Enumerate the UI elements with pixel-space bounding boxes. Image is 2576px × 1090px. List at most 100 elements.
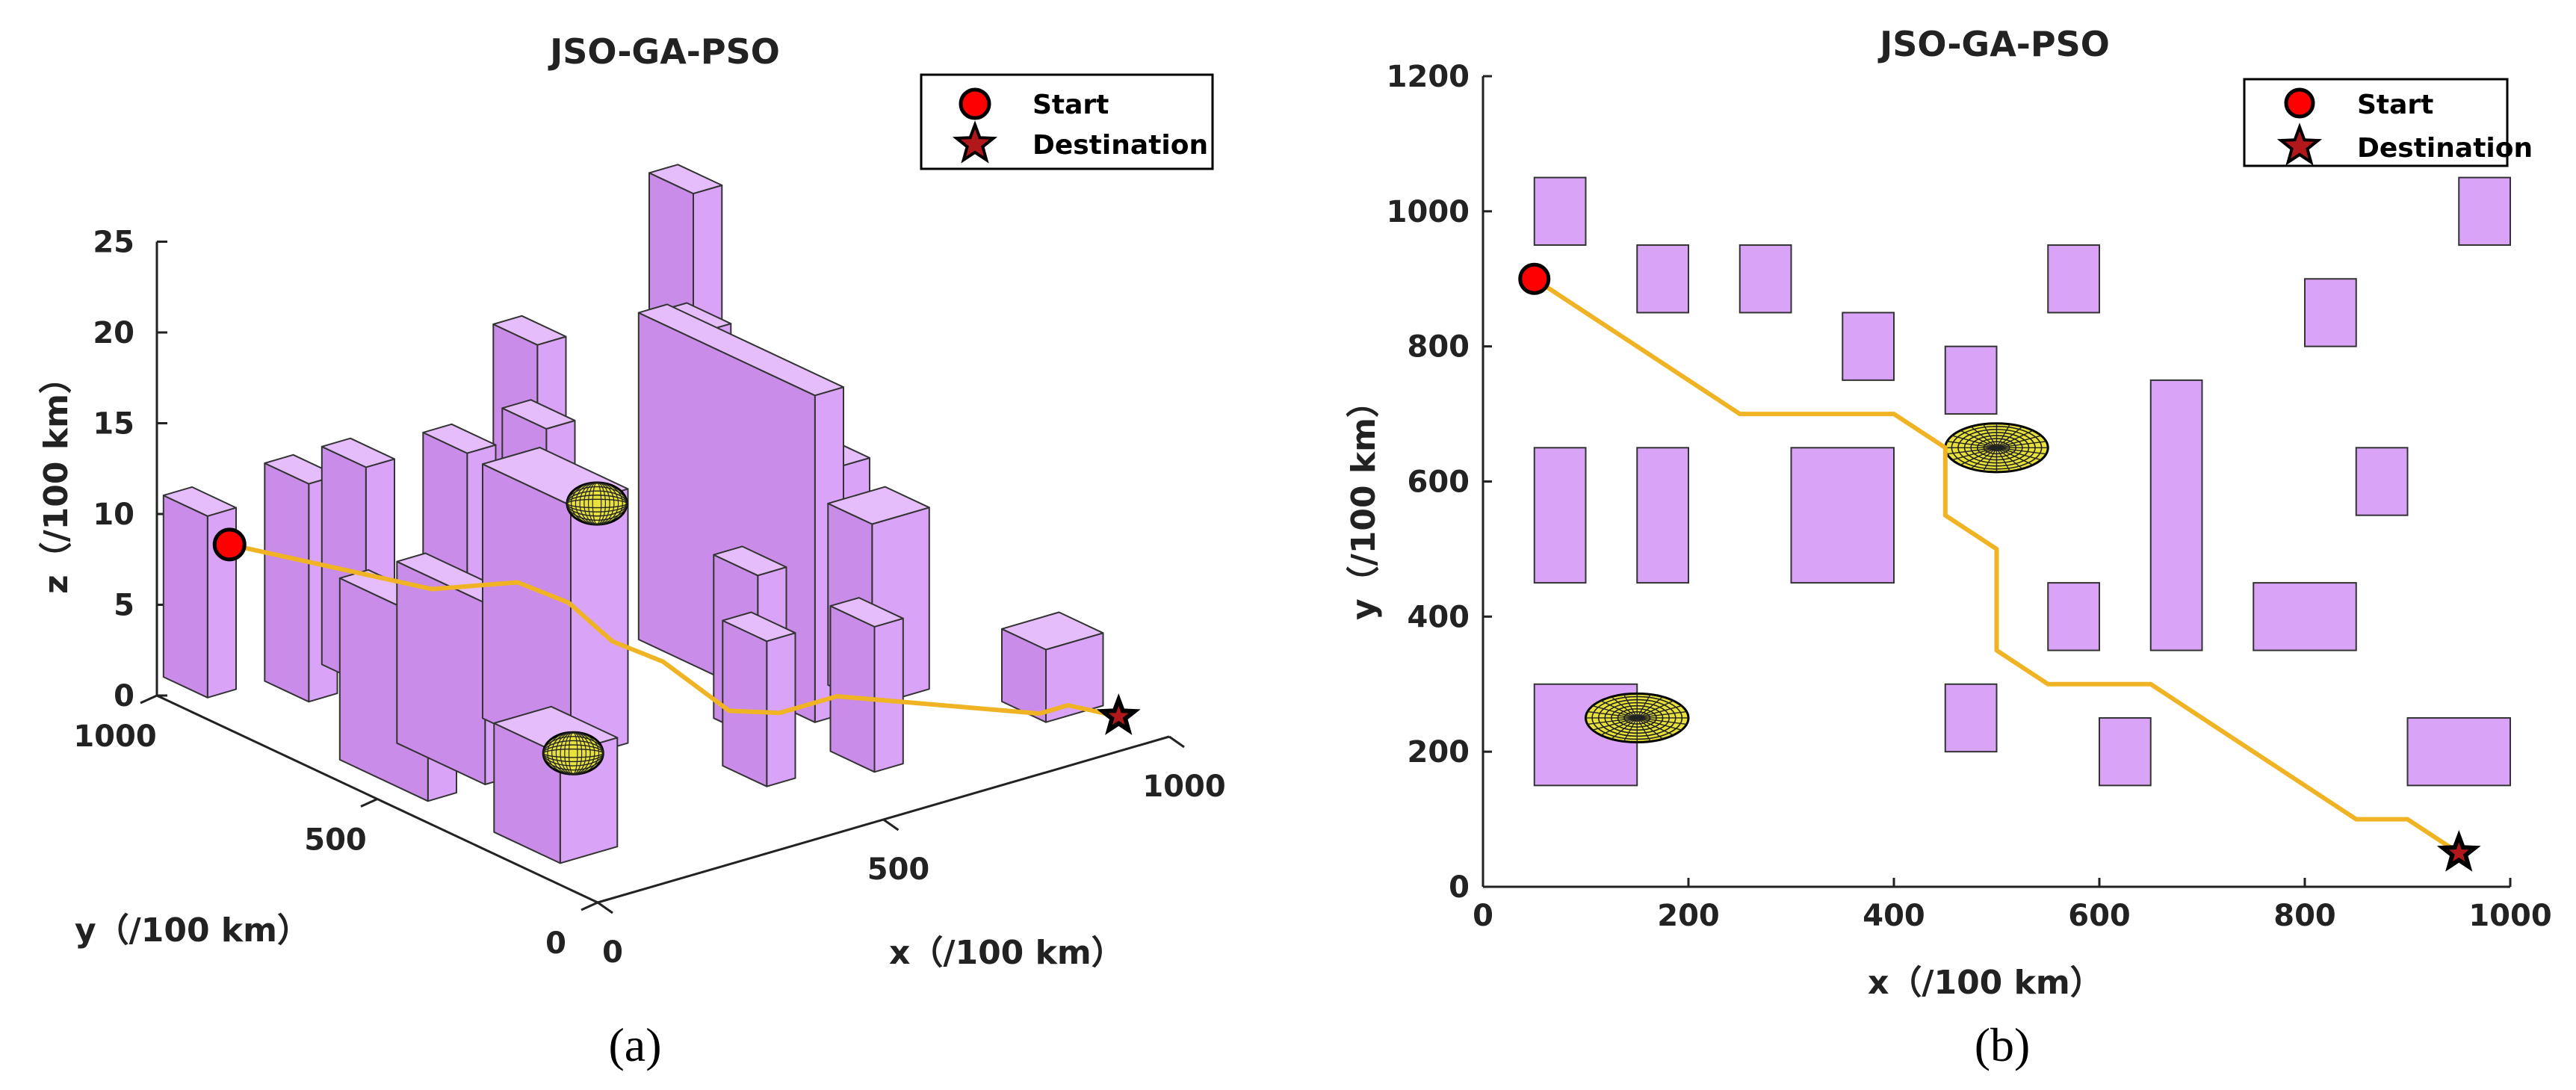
- chart-b-obstacle-10: [1790, 447, 1895, 584]
- chart-a-obstacle-top-7: [501, 399, 576, 430]
- chart-b-ytick-label-1: 200: [1408, 735, 1470, 769]
- chart-b-threat-spoke-1-23: [1637, 710, 1687, 719]
- chart-a-ztick-label-0: 0: [114, 679, 134, 713]
- chart-b-obstacle-7: [1944, 345, 1998, 415]
- chart-a-legend-destination-label: Destination: [1032, 130, 1208, 161]
- chart-a-obstacle-10: [482, 447, 629, 761]
- chart-b-ytick-label-3: 600: [1408, 465, 1470, 500]
- chart-b-xtick-label-5: 1000: [2468, 899, 2551, 933]
- chart-a-obstacle-side-1: [264, 462, 310, 703]
- chart-b-obstacles: [1533, 176, 2511, 787]
- chart-b-threat-spoke-1-9: [1600, 717, 1638, 736]
- chart-a-destination-marker-inner: [1108, 706, 1129, 725]
- chart-b-obstacle-17: [2099, 716, 2152, 787]
- chart-a-ztick-label-5: 25: [93, 226, 134, 260]
- chart-a-threat-0: [566, 481, 628, 526]
- chart-a-obstacle-15: [493, 705, 619, 864]
- chart-b-obstacle-4: [2047, 244, 2100, 314]
- chart-b-obstacle-2: [1739, 244, 1792, 314]
- chart-a-obstacle-top-0: [162, 486, 237, 517]
- chart-b-title: JSO-GA-PSO: [1877, 24, 2110, 64]
- chart-a-obstacle-top-18: [1001, 611, 1104, 651]
- chart-b-legend-destination-label: Destination: [2357, 133, 2533, 164]
- chart-a-obstacles: [162, 164, 1104, 864]
- chart-b-markers: [1518, 262, 2481, 872]
- chart-a-ytick-2: [140, 694, 158, 705]
- chart-b-threat-spoke-1-11: [1587, 717, 1638, 725]
- chart-a-ztick-label-2: 10: [93, 498, 134, 532]
- chart-b-ytick-label-6: 1200: [1387, 60, 1470, 94]
- chart-b-path-line: [1533, 276, 2460, 855]
- chart-b-xlabel: x（/100 km）: [1868, 964, 2103, 1002]
- chart-b-obstacle-0: [1533, 176, 1587, 247]
- chart-b-threat-spoke-0-4: [1996, 447, 2023, 470]
- chart-a-ytick-label-2: 1000: [73, 719, 156, 754]
- chart-b-ytick-label-5: 1000: [1387, 195, 1470, 229]
- chart-b-threat-spoke-0-9: [1960, 447, 1997, 465]
- chart-a-threat-lon-0-6: [571, 482, 623, 525]
- chart-b-obstacle-18: [2406, 716, 2511, 787]
- caption-a: (a): [608, 1018, 661, 1071]
- chart-b-obstacle-1: [1636, 244, 1689, 314]
- chart-b-legend-start-label: Start: [2357, 90, 2433, 120]
- chart-a-xlabel: x（/100 km）: [889, 934, 1124, 972]
- chart-b-threat-spoke-0-5: [1996, 447, 2010, 472]
- chart-a-title: JSO-GA-PSO: [548, 31, 780, 72]
- chart-b-obstacle-8: [1533, 447, 1587, 584]
- chart-b-threat-spoke-0-2: [1996, 447, 2042, 461]
- chart-a-ylabel: y（/100 km）: [75, 911, 310, 950]
- chart-b-legend: Start Destination: [2243, 78, 2533, 167]
- chart-b-threat-spoke-1-13: [1587, 710, 1638, 719]
- chart-a-threat-lat-0-4: [566, 486, 628, 521]
- chart-b-obstacle-16: [1944, 683, 1998, 753]
- chart-b-threat-spoke-1-14: [1592, 705, 1638, 719]
- chart-b-obstacle-5: [2304, 278, 2357, 347]
- chart-b-obstacle-12: [2355, 447, 2409, 516]
- chart-a-ytick-1: [360, 798, 378, 808]
- chart-b-threat-spoke-1-1: [1637, 717, 1687, 725]
- chart-a-obstacle-top-14: [827, 486, 930, 525]
- chart-a-ytick-0: [580, 901, 598, 911]
- chart-b-threat-spoke-1-16: [1611, 696, 1638, 719]
- chart-b-xtick-label-0: 0: [1473, 899, 1493, 933]
- chart-a-obstacle-side-0: [162, 495, 208, 699]
- chart-a-xtick-label-2: 1000: [1142, 769, 1225, 804]
- chart-b-threat-spoke-1-21: [1636, 700, 1674, 719]
- caption-b: (b): [1975, 1018, 2031, 1071]
- chart-a-ztick-label-4: 20: [93, 316, 134, 350]
- chart-b-threat-spoke-0-3: [1996, 447, 2034, 465]
- chart-b-threat-spoke-1-17: [1623, 694, 1638, 719]
- chart-b-threat-spoke-0-10: [1951, 447, 1997, 461]
- chart-a-legend: Start Destination: [920, 73, 1214, 170]
- chart-b-threat-spoke-0-13: [1947, 441, 1997, 448]
- chart-a-legend-destination-icon: [952, 120, 998, 164]
- chart-a-markers: [212, 527, 1141, 735]
- chart-b-obstacle-13: [2047, 582, 2100, 651]
- chart-a-start-marker: [212, 527, 247, 562]
- chart-b-ytick-label-0: 0: [1449, 870, 1470, 905]
- chart-b-threat-spoke-0-23: [1996, 441, 2046, 448]
- chart-a-xtick-1: [882, 818, 900, 832]
- chart-b-threat-spoke-1-5: [1636, 717, 1651, 742]
- chart-b-xtick-label-1: 200: [1657, 899, 1720, 933]
- chart-a-threat-lon-1-6: [547, 731, 600, 775]
- chart-b-threat-1: [1585, 692, 1690, 744]
- chart-b-threat-spoke-0-14: [1951, 435, 1997, 448]
- chart-b-threat-spoke-0-11: [1947, 447, 1997, 455]
- chart-b-obstacle-3: [1842, 312, 1895, 381]
- chart-b-start-marker: [1518, 262, 1551, 295]
- chart-b-legend-start-icon: [2284, 87, 2315, 119]
- chart-b-threat-spoke-1-8: [1611, 717, 1638, 740]
- chart-b-threat-spoke-1-4: [1636, 717, 1664, 740]
- chart-a-xtick-label-1: 500: [867, 852, 930, 887]
- chart-b-threat-spoke-0-19: [1996, 424, 2010, 448]
- chart-a-path-line: [229, 542, 1119, 719]
- chart-a-axes: 0 500 1000 0 500 1000 0 5 10 15 20 25: [73, 226, 1225, 970]
- chart-a-threat-lat-1-4: [542, 736, 604, 771]
- chart-a-xtick-label-0: 0: [602, 935, 623, 970]
- chart-a-obstacle-top-3: [422, 423, 497, 454]
- chart-a-zlabel: z（/100 km）: [37, 361, 75, 594]
- chart-a-obstacle-top-13: [713, 545, 787, 577]
- chart-b-threat-spoke-0-17: [1983, 424, 1998, 448]
